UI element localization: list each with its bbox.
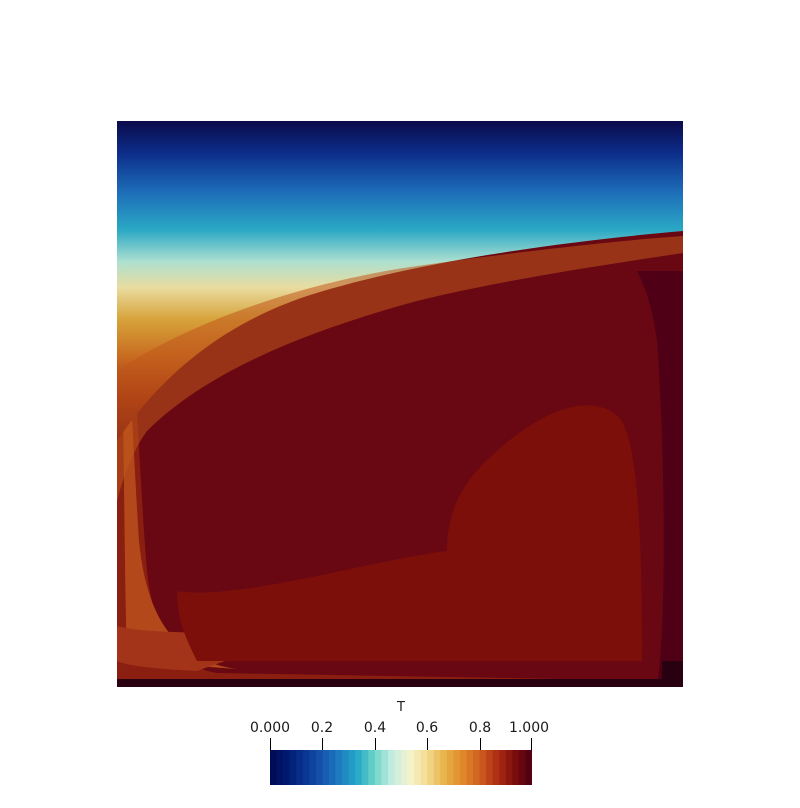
- colorbar-band: [348, 750, 356, 785]
- colorbar-band: [512, 750, 520, 785]
- colorbar-band: [283, 750, 291, 785]
- colorbar: 0.000 0.2 0.4 0.6 0.8 1.000: [0, 720, 800, 785]
- colorbar-tick-label: 0.4: [363, 720, 387, 736]
- colorbar-band: [401, 750, 408, 785]
- colorbar-band: [302, 750, 310, 785]
- temperature-field-plot: [117, 121, 683, 687]
- colorbar-band: [427, 750, 435, 785]
- colorbar-band: [361, 750, 369, 785]
- colorbar-band: [387, 750, 395, 785]
- colorbar-band: [374, 750, 382, 785]
- colorbar-band: [486, 750, 494, 785]
- colorbar-band: [296, 750, 304, 785]
- colorbar-band: [322, 750, 330, 785]
- colorbar-tick-label: 1.000: [508, 720, 550, 736]
- colorbar-band: [355, 750, 363, 785]
- colorbar-tick-mark: [531, 738, 532, 750]
- colorbar-band: [414, 750, 422, 785]
- left-orange-boundary: [117, 261, 237, 669]
- colorbar-band: [440, 750, 448, 785]
- colorbar-tick-mark: [427, 738, 428, 750]
- colorbar-band: [453, 750, 461, 785]
- colorbar-band: [381, 750, 389, 785]
- upper-transition-band: [117, 236, 683, 501]
- bottom-right-corner: [662, 661, 683, 687]
- colorbar-band: [407, 750, 415, 785]
- colorbar-tick-mark: [480, 738, 481, 750]
- right-wall-layer: [637, 271, 683, 687]
- colorbar-strip: [270, 750, 532, 785]
- colorbar-tick-mark: [322, 738, 323, 750]
- colorbar-band: [394, 750, 402, 785]
- colorbar-band: [525, 750, 532, 785]
- colorbar-band: [499, 750, 507, 785]
- colorbar-band: [505, 750, 513, 785]
- colorbar-band: [446, 750, 454, 785]
- colorbar-band: [473, 750, 480, 785]
- colorbar-band: [270, 750, 277, 785]
- colorbar-tick-mark: [375, 738, 376, 750]
- colorbar-tick-label: 0.000: [249, 720, 291, 736]
- colorbar-band: [289, 750, 297, 785]
- colorbar-band: [518, 750, 526, 785]
- colorbar-band: [276, 750, 284, 785]
- colorbar-band: [459, 750, 467, 785]
- colorbar-tick-label: 0.2: [310, 720, 334, 736]
- colorbar-title: T: [397, 700, 405, 715]
- colorbar-band: [420, 750, 428, 785]
- bottom-cold-edge: [117, 679, 683, 687]
- colorbar-band: [342, 750, 349, 785]
- colorbar-tick-label: 0.8: [468, 720, 492, 736]
- colorbar-band: [492, 750, 500, 785]
- colorbar-band: [328, 750, 336, 785]
- colorbar-band: [368, 750, 376, 785]
- colorbar-band: [309, 750, 317, 785]
- lower-warm-zone: [177, 405, 642, 661]
- cold-top-layer: [117, 121, 683, 441]
- colorbar-band: [335, 750, 343, 785]
- colorbar-tick-mark: [270, 738, 271, 750]
- colorbar-tick-label: 0.6: [415, 720, 439, 736]
- colorbar-band: [315, 750, 323, 785]
- colorbar-band: [433, 750, 441, 785]
- colorbar-band: [466, 750, 474, 785]
- colorbar-band: [479, 750, 487, 785]
